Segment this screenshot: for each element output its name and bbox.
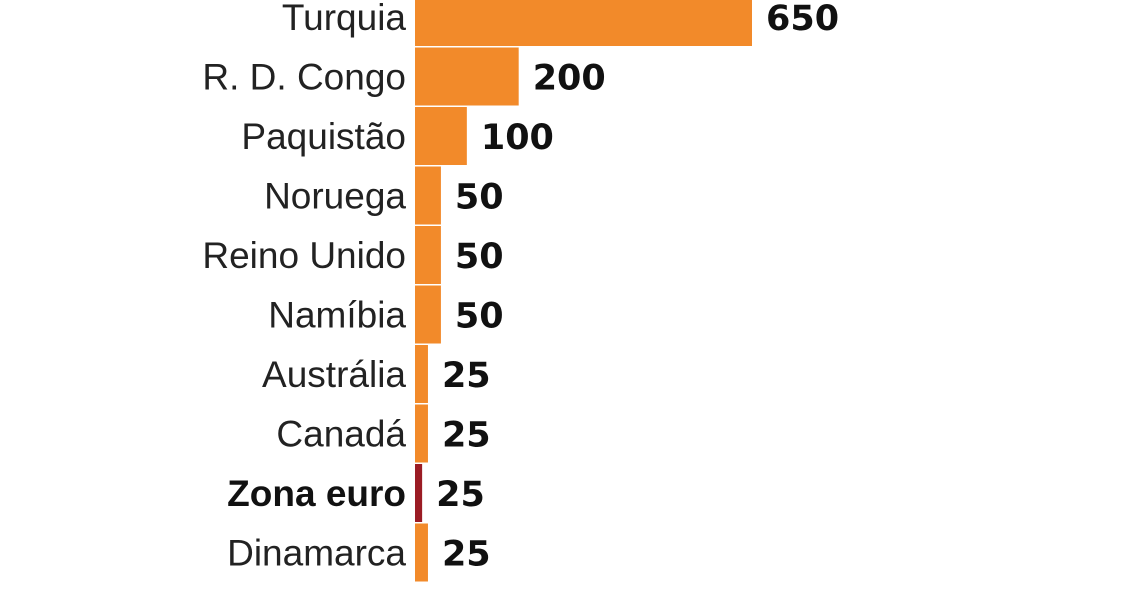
bar-zona-euro: [415, 464, 423, 522]
category-label-turquia: Turquia: [282, 0, 407, 38]
value-label-dinamarca: 25: [442, 535, 491, 575]
value-label-paquistao: 100: [481, 118, 554, 158]
value-label-r-d-congo: 200: [533, 59, 606, 99]
category-label-namibia: Namíbia: [268, 295, 406, 336]
value-label-noruega: 50: [455, 178, 504, 218]
category-label-r-d-congo: R. D. Congo: [202, 57, 406, 98]
bar-canada: [415, 404, 428, 463]
bar-turquia: [415, 0, 752, 46]
bar-paquistao: [415, 107, 467, 165]
bar-dinamarca: [415, 523, 428, 582]
value-label-australia: 25: [442, 356, 491, 396]
value-label-turquia: 650: [766, 0, 839, 39]
value-labels-group: 650 200 100 50 50 50 25 25 25 25: [436, 0, 839, 575]
value-label-reino-unido: 50: [455, 237, 504, 277]
bar-australia: [415, 345, 428, 403]
value-label-canada: 25: [442, 416, 491, 456]
bar-reino-unido: [415, 226, 441, 284]
value-label-zona-euro: 25: [436, 475, 485, 515]
category-label-dinamarca: Dinamarca: [227, 533, 406, 574]
category-label-reino-unido: Reino Unido: [202, 235, 406, 276]
category-label-noruega: Noruega: [264, 176, 406, 217]
category-label-canada: Canadá: [276, 414, 406, 455]
value-label-namibia: 50: [455, 297, 504, 337]
category-labels-group: Turquia R. D. Congo Paquistão Noruega Reino …: [202, 0, 406, 574]
category-label-paquistao: Paquistão: [241, 116, 406, 157]
category-label-zona-euro: Zona euro: [227, 473, 406, 514]
bar-namibia: [415, 285, 441, 344]
bars-group: [415, 0, 752, 582]
bar-r-d-congo: [415, 47, 519, 106]
category-label-australia: Austrália: [262, 354, 406, 395]
bar-noruega: [415, 166, 441, 225]
